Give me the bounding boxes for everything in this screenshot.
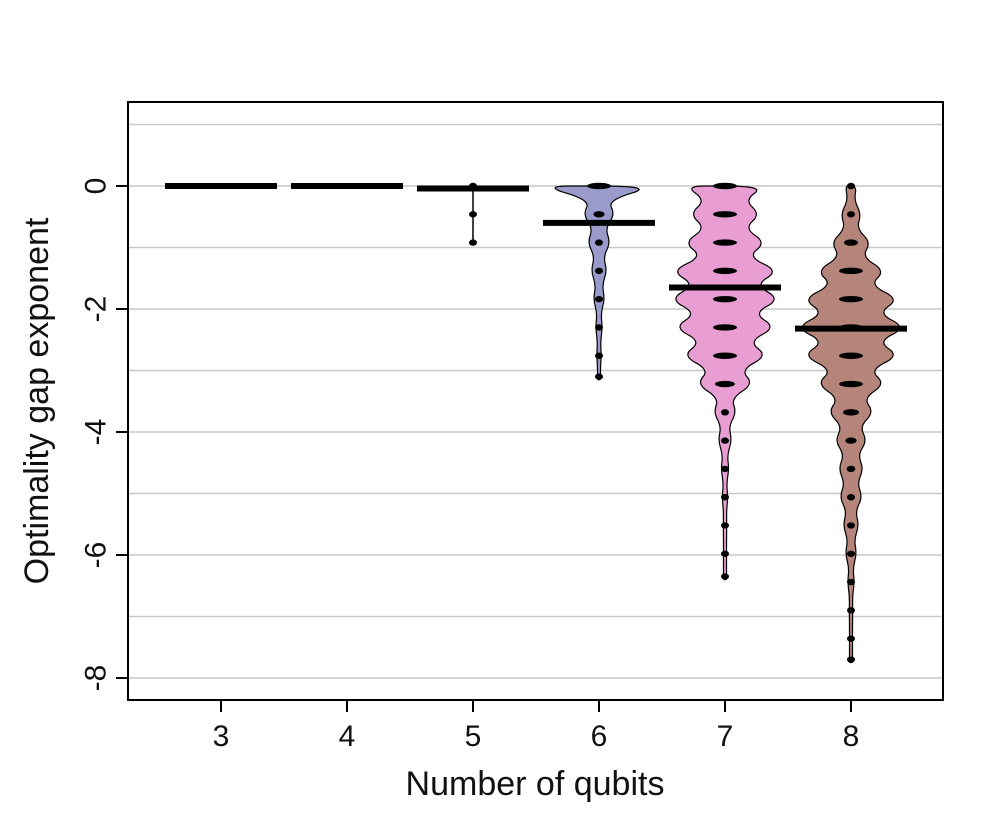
sample-dots: [845, 437, 857, 444]
sample-dots: [587, 182, 611, 190]
x-tick-label: 6: [591, 720, 608, 753]
sample-dots: [721, 573, 729, 580]
violin-category-6: [543, 182, 655, 381]
sample-dots: [721, 550, 729, 557]
sample-dots: [721, 437, 729, 444]
sample-dots: [839, 295, 863, 303]
sample-dots: [593, 211, 605, 218]
sample-dots: [595, 239, 603, 246]
sample-dots: [846, 465, 856, 473]
y-axis-title: Optimality gap exponent: [18, 217, 56, 584]
sample-dots: [847, 550, 855, 557]
sample-dots: [713, 211, 737, 218]
sample-dots: [715, 380, 735, 388]
y-tick-label: 0: [80, 178, 113, 195]
sample-dots: [721, 465, 729, 473]
y-tick-label: -2: [80, 296, 113, 323]
sample-dots: [721, 493, 729, 501]
sample-dots: [839, 380, 863, 388]
sample-dots: [469, 211, 477, 218]
y-tick-label: -4: [80, 419, 113, 446]
sample-dots: [595, 352, 603, 359]
sample-dots: [713, 324, 737, 331]
sample-dots: [847, 522, 855, 529]
sample-dots: [713, 352, 737, 359]
sample-dots: [847, 656, 855, 663]
sample-dots: [847, 578, 855, 586]
x-tick-label: 4: [339, 720, 356, 753]
sample-dots: [844, 239, 858, 246]
violin-category-7: [669, 182, 781, 581]
sample-dots: [839, 267, 863, 275]
y-tick-label: -8: [80, 665, 113, 692]
sample-dots: [721, 522, 729, 529]
sample-dots: [713, 239, 737, 246]
x-tick-label: 7: [717, 720, 734, 753]
sample-dots: [843, 409, 859, 416]
sample-dots: [713, 295, 737, 303]
sample-dots: [721, 409, 729, 416]
x-tick-label: 5: [465, 720, 482, 753]
sample-dots: [847, 493, 855, 501]
x-tick-label: 3: [213, 720, 230, 753]
sample-dots: [847, 211, 855, 218]
sample-dots: [469, 239, 477, 246]
violin-body: [801, 185, 901, 664]
sample-dots: [847, 607, 855, 614]
sample-dots: [713, 182, 737, 190]
sample-dots: [595, 295, 603, 303]
axes: 0 -2 -4 -6 -8 3 4 5 6 7 8: [80, 178, 860, 753]
violin-category-8: [795, 182, 907, 664]
sample-dots: [713, 267, 737, 275]
sample-dots: [847, 635, 855, 642]
x-axis-title: Number of qubits: [406, 765, 665, 803]
sample-dots: [847, 182, 855, 190]
sample-dots: [595, 324, 603, 331]
violin-category-5: [417, 182, 529, 246]
y-tick-label: -6: [80, 542, 113, 569]
plot-frame: [127, 101, 944, 701]
grid-lines: [128, 123, 943, 679]
sample-dots: [595, 373, 603, 380]
violins: [165, 182, 907, 664]
x-tick-label: 8: [843, 720, 860, 753]
sample-dots: [595, 267, 603, 275]
sample-dots: [839, 352, 863, 359]
